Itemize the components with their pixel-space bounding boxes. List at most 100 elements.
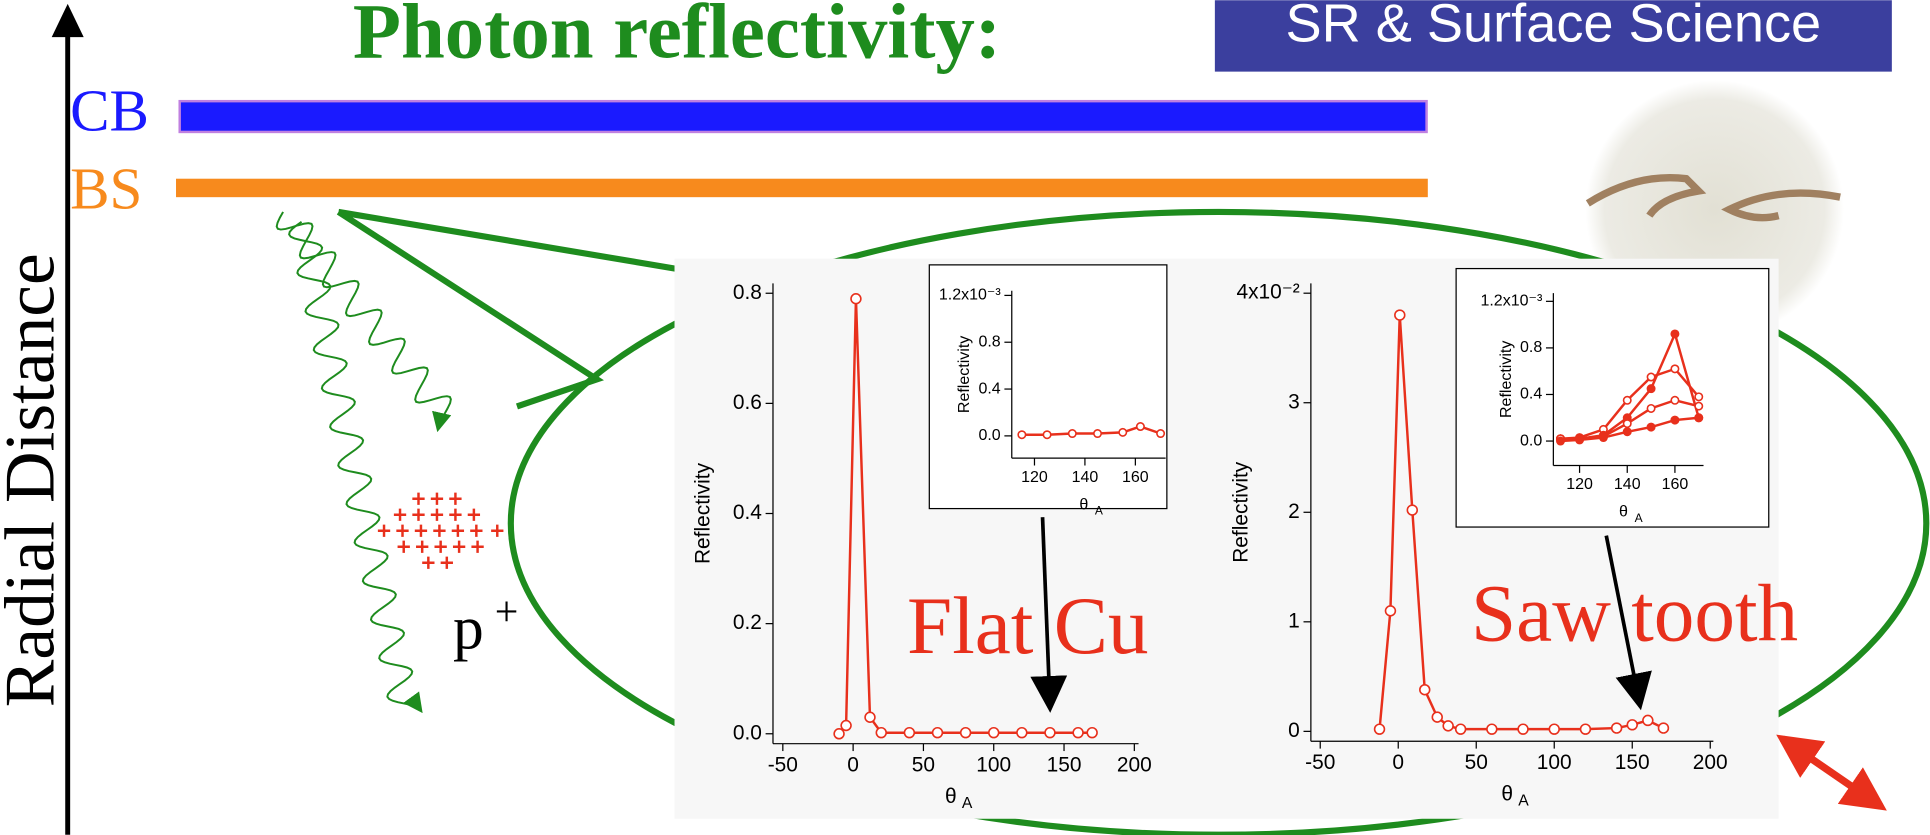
data-point <box>1671 365 1678 372</box>
data-point <box>1576 436 1583 443</box>
x-tick-label: 0 <box>1392 751 1404 774</box>
data-point <box>1456 724 1466 734</box>
data-point <box>1069 430 1076 437</box>
data-point <box>1518 724 1528 734</box>
data-point <box>961 728 971 738</box>
cb-label: CB <box>70 78 149 144</box>
data-point <box>1695 393 1702 400</box>
charge <box>452 525 464 537</box>
data-point <box>1420 685 1430 695</box>
data-point <box>1432 712 1442 722</box>
x-tick-label: 100 <box>976 754 1011 777</box>
x-tick-label: 50 <box>1465 751 1488 774</box>
data-point <box>1549 724 1559 734</box>
data-point <box>1671 330 1678 337</box>
charge <box>396 525 408 537</box>
charge <box>416 541 428 553</box>
double-arrow <box>1782 739 1880 807</box>
charge <box>412 493 424 505</box>
data-point <box>1407 505 1417 515</box>
radial-arrowhead <box>52 4 84 37</box>
charge <box>453 541 465 553</box>
data-point <box>1624 420 1631 427</box>
title: Photon reflectivity: <box>353 0 1001 76</box>
flat-label: Flat Cu <box>907 581 1148 671</box>
x-tick-label: 160 <box>1122 469 1149 486</box>
x-axis-label: θ <box>945 785 957 808</box>
x-tick-label: 140 <box>1614 476 1641 493</box>
slide: SR & Surface Science Photon reflectivity… <box>0 0 1930 835</box>
charge <box>434 541 446 553</box>
data-point <box>841 721 851 731</box>
x-tick-label: 200 <box>1693 751 1728 774</box>
data-point <box>1600 434 1607 441</box>
badge: SR & Surface Science <box>1286 0 1822 54</box>
charge <box>415 525 427 537</box>
charge <box>431 493 443 505</box>
charge <box>433 525 445 537</box>
x-tick-label: 150 <box>1047 754 1082 777</box>
x-axis-label-subscript: A <box>1095 503 1103 517</box>
data-point <box>1395 310 1405 320</box>
data-point <box>1624 397 1631 404</box>
y-axis-label: Reflectivity <box>692 462 715 564</box>
data-point <box>1624 428 1631 435</box>
x-axis-label-subscript: A <box>1518 792 1529 809</box>
charge <box>422 557 434 569</box>
x-axis-label: θ <box>1079 496 1088 513</box>
data-point <box>1643 715 1653 725</box>
y-tick-label: 3 <box>1288 390 1300 413</box>
charge <box>398 541 410 553</box>
y-tick-label: 0.8 <box>978 333 1000 350</box>
y-tick-label: 0 <box>1288 719 1300 742</box>
data-point <box>1671 397 1678 404</box>
data-point <box>1087 728 1097 738</box>
charge <box>412 509 424 521</box>
x-axis-label-subscript: A <box>962 795 973 812</box>
y-tick-label: 0.0 <box>1520 432 1542 449</box>
data-point <box>1647 373 1654 380</box>
data-point <box>1094 430 1101 437</box>
data-point <box>1647 423 1654 430</box>
particle: p <box>453 594 484 662</box>
y-axis-label: Reflectivity <box>956 336 973 413</box>
data-point <box>904 728 914 738</box>
y-tick-label: 0.4 <box>733 501 762 524</box>
x-tick-label: 0 <box>847 754 859 777</box>
y-tick-label: 0.8 <box>733 281 762 304</box>
y-tick-label: 0.8 <box>1520 339 1542 356</box>
data-point <box>1627 720 1637 730</box>
y-axis-label: Reflectivity <box>1498 341 1515 418</box>
charge <box>470 525 482 537</box>
x-tick-label: 140 <box>1072 469 1099 486</box>
y-tick-label: 4x10⁻² <box>1236 281 1299 304</box>
bs-bar <box>176 179 1428 197</box>
x-axis-label: θ <box>1501 783 1513 806</box>
y-tick-label: 0.0 <box>733 721 762 744</box>
callout-lines <box>338 212 689 406</box>
data-point <box>1375 724 1385 734</box>
y-tick-label: 0.4 <box>1520 386 1542 403</box>
data-point <box>1119 429 1126 436</box>
y-tick-label: 1.2x10⁻³ <box>939 287 1001 304</box>
x-tick-label: 50 <box>912 754 935 777</box>
data-point <box>834 729 844 739</box>
x-tick-label: 120 <box>1566 476 1593 493</box>
data-point <box>1157 430 1164 437</box>
charge <box>491 525 503 537</box>
data-point <box>1612 723 1622 733</box>
charge <box>468 509 480 521</box>
data-point <box>1647 385 1654 392</box>
saw-label: Saw tooth <box>1471 568 1798 658</box>
y-axis-label: Reflectivity <box>1229 461 1252 563</box>
charge <box>378 525 390 537</box>
x-tick-label: 150 <box>1615 751 1650 774</box>
y-tick-label: 0.6 <box>733 391 762 414</box>
data-point <box>1443 721 1453 731</box>
cb-bar <box>180 101 1427 132</box>
data-point <box>1557 437 1564 444</box>
y-tick-label: 1.2x10⁻³ <box>1480 293 1542 310</box>
x-tick-label: 100 <box>1537 751 1572 774</box>
x-tick-label: 200 <box>1117 754 1152 777</box>
data-point <box>933 728 943 738</box>
